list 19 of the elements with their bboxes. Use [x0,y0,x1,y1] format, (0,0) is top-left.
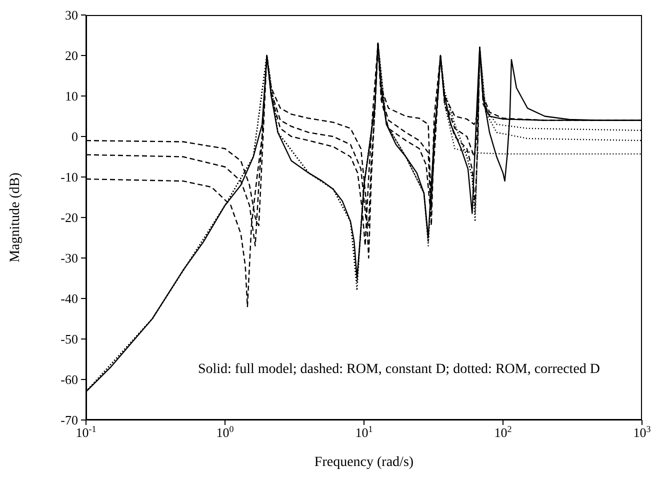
y-tick-label: -50 [60,332,78,347]
annotation: Solid: full model; dashed: ROM, constant D; dotted: ROM, corrected D [196,362,602,378]
y-tick-label: -10 [60,170,78,185]
x-tick-label: 10$^{2}$ [494,424,512,440]
y-tick-label: -60 [60,372,78,388]
y-tick-label: 20 [65,48,78,64]
y-tick-label: -20 [60,210,78,226]
y-tick-label: 30 [65,8,78,23]
y-tick-label: 0 [72,129,78,144]
y-axis-title: Magnitude (dB) [8,172,23,262]
y-tick-label: -40 [60,291,78,306]
x-axis-title: Frequency (rad/s) [314,455,414,470]
y-tick-label: 10 [65,88,78,104]
x-tick-label: 10$^{-1}$ [76,424,96,440]
x-tick-label: 10$^{3}$ [633,424,652,440]
y-tick-label: -30 [60,250,78,266]
y-tick-label: -70 [60,412,78,428]
x-tick-label: 10$^{0}$ [216,424,234,440]
x-tick-label: 10$^{1}$ [355,424,373,440]
